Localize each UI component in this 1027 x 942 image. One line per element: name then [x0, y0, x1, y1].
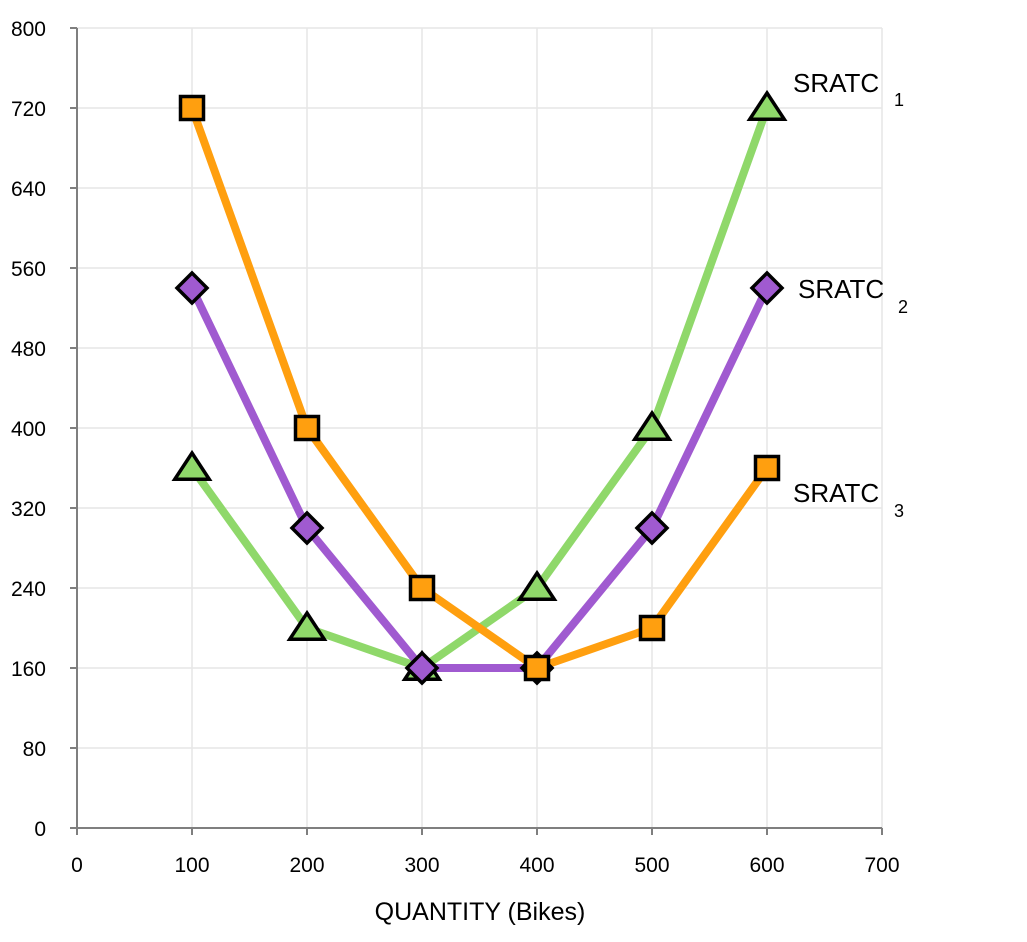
data-point-square [408, 574, 436, 602]
series-label-subscript-3: 3 [894, 501, 904, 521]
x-axis-title: QUANTITY (Bikes) [375, 898, 586, 926]
y-tick-label: 160 [11, 658, 46, 681]
data-point-triangle [516, 569, 558, 601]
data-point-square [753, 454, 781, 482]
x-tick-label: 0 [71, 854, 83, 877]
data-point-triangle [631, 409, 673, 441]
data-point-diamond [174, 270, 210, 306]
series-label-2: SRATC [798, 274, 884, 304]
x-tick-label: 500 [634, 854, 669, 877]
y-tick-label: 800 [11, 18, 46, 41]
series-label-subscript-2: 2 [898, 297, 908, 317]
tick-labels: 0 80 160 240 320 400 480 560 640 720 800 0 100 200 300… [11, 18, 900, 877]
data-point-square [293, 414, 321, 442]
data-point-square [178, 94, 206, 122]
series-label-1: SRATC [793, 68, 879, 98]
y-tick-label: 480 [11, 338, 46, 361]
series-label-subscript-1: 1 [894, 90, 904, 110]
data-point-triangle [746, 89, 788, 121]
y-tick-label: 80 [23, 738, 46, 761]
x-tick-label: 400 [519, 854, 554, 877]
data-point-square [638, 614, 666, 642]
series-label-3: SRATC [793, 478, 879, 508]
data-point-diamond [634, 510, 670, 546]
y-tick-label: 720 [11, 98, 46, 121]
data-point-square [523, 654, 551, 682]
series-labels: SRATC 1 SRATC 2 SRATC 3 [793, 68, 908, 521]
x-tick-label: 700 [864, 854, 899, 877]
data-point-diamond [289, 510, 325, 546]
y-tick-label: 400 [11, 418, 46, 441]
y-tick-label: 240 [11, 578, 46, 601]
data-point-triangle [171, 449, 213, 481]
x-tick-label: 200 [289, 854, 324, 877]
series-line-3 [188, 106, 771, 672]
y-tick-label: 0 [34, 818, 46, 841]
data-point-diamond [404, 650, 440, 686]
x-tick-label: 300 [404, 854, 439, 877]
x-tick-label: 600 [749, 854, 784, 877]
y-tick-label: 640 [11, 178, 46, 201]
data-point-diamond [749, 270, 785, 306]
series-group [171, 89, 788, 686]
grid [77, 27, 883, 828]
y-tick-label: 320 [11, 498, 46, 521]
series-line-2 [188, 286, 771, 672]
y-tick-label: 560 [11, 258, 46, 281]
x-tick-label: 100 [174, 854, 209, 877]
data-point-triangle [286, 609, 328, 641]
